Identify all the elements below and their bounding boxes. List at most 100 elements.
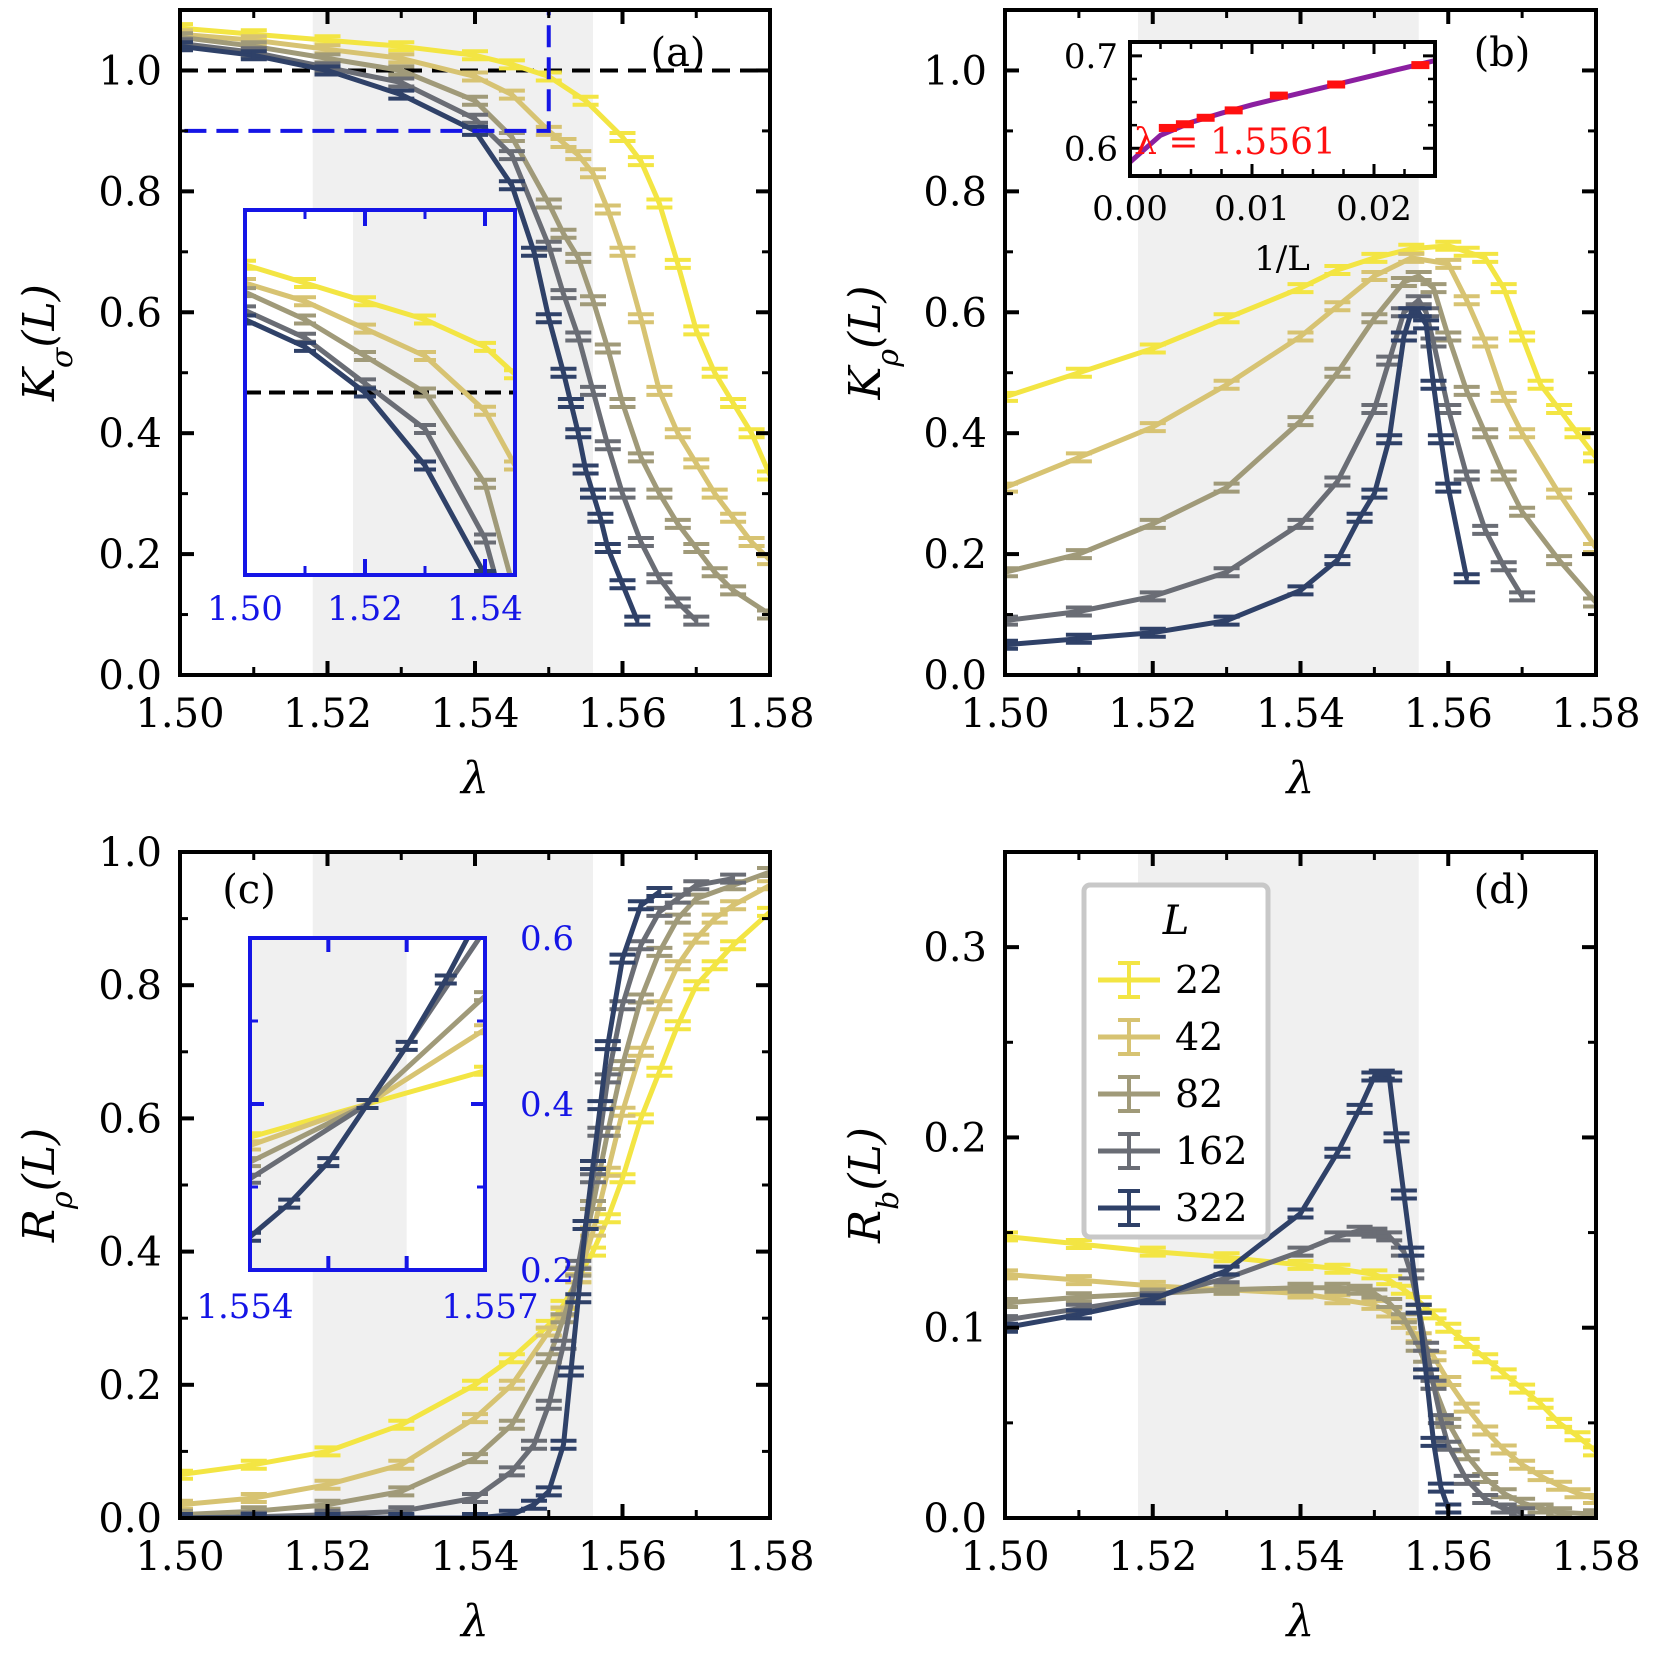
series-a-L322: [180, 40, 651, 627]
legend-entry-22: 22: [1098, 958, 1223, 1002]
y-tick-label: 0.0: [98, 653, 162, 699]
y-tick-label: 0.6: [98, 290, 162, 336]
series-c-L322: [180, 886, 673, 1518]
inset-x-tick-label: 1.52: [327, 589, 403, 629]
y-axis-label: Kσ(L): [14, 284, 80, 402]
panel-label-a: (a): [650, 30, 705, 76]
legend-label: 42: [1175, 1015, 1223, 1059]
axes-frame: [178, 8, 772, 677]
series-c-inset-L322: [250, 938, 471, 1243]
axes-frame: [1003, 850, 1598, 1520]
fit-data-point: [1411, 61, 1430, 70]
panel-b: 1.50 1.52 1.54 1.56 1.58 0.0 0.2 0.4 0.6 0.8 1.0 λ K…: [840, 8, 1641, 804]
x-tick-label: 1.58: [725, 1534, 814, 1580]
y-tick-label: 0.1: [923, 1306, 987, 1352]
inset-background: [1130, 42, 1435, 176]
inset-y-tick-label: 0.6: [1064, 129, 1118, 169]
inset-x-tick-label: 0.00: [1092, 189, 1168, 229]
y-tick-label: 0.2: [923, 1115, 987, 1161]
series-b-L322: [1005, 306, 1480, 651]
x-axis-label: λ: [459, 1596, 489, 1647]
y-tick-label: 0.3: [923, 925, 987, 971]
inset-x-tick-label: 1.554: [196, 1287, 293, 1327]
inset-x-tick-label: 0.02: [1336, 189, 1412, 229]
series-b-L22: [1005, 239, 1596, 464]
y-axis-label: Rb(L): [840, 1127, 906, 1244]
fit-data-point: [1158, 123, 1177, 132]
series-a-L162: [180, 37, 710, 627]
y-tick-label: 0.8: [98, 963, 162, 1009]
x-axis-label: λ: [459, 753, 489, 804]
fit-data-point: [1327, 80, 1346, 89]
axes-frame: [1003, 8, 1598, 677]
zoom-box: [178, 8, 551, 133]
panel-a: 1.50 1.52 1.54 1.56 1.58 0.0 0.2 0.4 0.6 0.8 1.0 λ K…: [14, 8, 815, 804]
panel-label-c: (c): [222, 867, 276, 913]
x-tick-label: 1.54: [430, 1534, 519, 1580]
legend-label: 162: [1175, 1129, 1248, 1173]
y-tick-label: 0.0: [98, 1496, 162, 1542]
y-tick-label: 0.6: [923, 290, 987, 336]
panel-label-b: (b): [1474, 30, 1531, 76]
inset-x-tick-label: 1.50: [207, 589, 283, 629]
legend-entry-322: 322: [1098, 1186, 1248, 1230]
y-tick-label: 0.2: [98, 532, 162, 578]
y-tick-label: 0.4: [98, 411, 162, 457]
fit-data-point: [1175, 120, 1194, 129]
fit-data-point: [1269, 91, 1288, 100]
legend-title: L: [1162, 898, 1190, 944]
series-a-inset-L82: [245, 286, 513, 575]
y-tick-label: 1.0: [923, 48, 987, 94]
y-tick-label: 0.8: [98, 169, 162, 215]
legend-entry-42: 42: [1098, 1015, 1223, 1059]
x-tick-label: 1.52: [1108, 691, 1197, 737]
x-tick-label: 1.54: [1256, 1534, 1345, 1580]
inset-x-tick-label: 1.557: [441, 1287, 538, 1327]
legend-label: 22: [1175, 958, 1223, 1002]
inset-frame: [248, 936, 487, 1272]
x-axis-label: λ: [1285, 753, 1315, 804]
x-tick-label: 1.52: [283, 1534, 372, 1580]
fit-data-point: [1224, 106, 1243, 115]
inset-b-data: [1130, 58, 1435, 164]
series-b-L82: [1005, 270, 1596, 609]
panel-label-d: (d): [1474, 867, 1531, 913]
series-b-L42: [1005, 251, 1596, 554]
fit-data-point: [1196, 113, 1215, 122]
x-tick-label: 1.50: [135, 1534, 224, 1580]
x-axis-label: λ: [1285, 1596, 1315, 1647]
inset-y-tick-label: 0.7: [1064, 37, 1118, 77]
legend-label: 322: [1175, 1186, 1248, 1230]
inset-shaded-region: [250, 938, 407, 1270]
inset-b-annotation: λ = 1.5561: [1134, 122, 1336, 163]
inset-x-axis-label: 1/L: [1254, 239, 1310, 279]
y-axis-label: Kρ(L): [840, 285, 906, 400]
y-tick-label: 1.0: [98, 830, 162, 876]
legend: L 22 42 82 162 322: [1081, 882, 1271, 1240]
axes-frame: [178, 850, 772, 1520]
x-tick-label: 1.54: [1256, 691, 1345, 737]
x-tick-label: 1.56: [578, 1534, 667, 1580]
legend-entry-162: 162: [1098, 1129, 1248, 1173]
y-tick-label: 0.0: [923, 653, 987, 699]
y-tick-label: 1.0: [98, 48, 162, 94]
series-a-L42: [180, 28, 770, 567]
series-a-L82: [180, 31, 770, 621]
legend-entries: 22 42 82 162 322: [1098, 958, 1248, 1230]
x-tick-label: 1.58: [725, 691, 814, 737]
x-tick-label: 1.56: [1404, 691, 1493, 737]
y-axis-label: Rρ(L): [14, 1128, 80, 1243]
y-tick-label: 0.4: [923, 411, 987, 457]
x-tick-label: 1.56: [1404, 1534, 1493, 1580]
y-tick-label: 0.2: [923, 532, 987, 578]
panel-c: 1.50 1.52 1.54 1.56 1.58 0.0 0.2 0.4 0.6 0.8 1.0 λ R…: [14, 830, 815, 1647]
x-tick-label: 1.58: [1551, 691, 1640, 737]
x-tick-label: 1.50: [960, 691, 1049, 737]
inset-a: 1.50 1.52 1.54: [207, 208, 523, 629]
series-a-inset-L42: [245, 277, 515, 472]
legend-entry-82: 82: [1098, 1072, 1223, 1116]
y-tick-label: 0.6: [98, 1096, 162, 1142]
inset-y-tick-label: 0.2: [520, 1251, 574, 1291]
